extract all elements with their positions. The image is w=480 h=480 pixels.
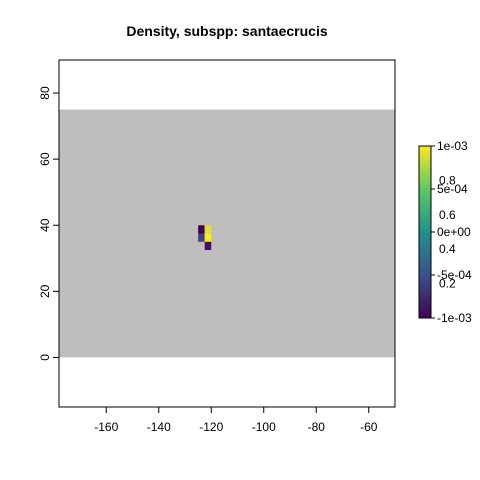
y-axis: 0 20 40 60 80 xyxy=(38,86,60,361)
colorbar-tick-label: 0.6 xyxy=(439,208,456,222)
x-tick-label: -140 xyxy=(147,420,171,434)
colorbar-tick-label: 1e-03 xyxy=(437,139,468,153)
y-tick-label: 0 xyxy=(38,354,52,361)
density-cells xyxy=(198,225,212,251)
colorbar-legend: 1e-03 5e-04 0e+00 -5e-04 -1e-03 0.8 0.6 0.4 0.2 xyxy=(418,139,472,325)
colorbar-tick-label: 5e-04 xyxy=(437,182,468,196)
x-axis: -160 -140 -120 -100 -80 -60 xyxy=(94,406,378,434)
colorbar-tick-label: -1e-03 xyxy=(437,311,472,325)
colorbar-tick-label: 0.4 xyxy=(439,242,456,256)
density-cell xyxy=(204,241,212,251)
chart-title: Density, subspp: santaecrucis xyxy=(126,23,327,39)
density-cell xyxy=(198,233,205,242)
colorbar-tick-label: -5e-04 xyxy=(437,268,472,282)
y-tick-label: 40 xyxy=(38,218,52,232)
y-tick-label: 60 xyxy=(38,152,52,166)
colorbar-tick-label: 0.2 xyxy=(439,277,456,291)
x-tick-label: -120 xyxy=(199,420,223,434)
x-tick-label: -80 xyxy=(308,420,326,434)
x-tick-label: -160 xyxy=(94,420,118,434)
x-tick-label: -60 xyxy=(360,420,378,434)
colorbar-ticks-primary: 1e-03 5e-04 0e+00 -5e-04 -1e-03 xyxy=(431,139,472,325)
y-tick-label: 20 xyxy=(38,284,52,298)
y-tick-label: 80 xyxy=(38,86,52,100)
raster-layer xyxy=(59,109,395,358)
colorbar-ticks-secondary: 0.8 0.6 0.4 0.2 xyxy=(439,173,456,290)
colorbar-tick-label: 0e+00 xyxy=(437,225,471,239)
density-cell xyxy=(198,225,205,234)
density-cell xyxy=(204,233,212,242)
raster-extent xyxy=(59,109,395,358)
colorbar-tick-label: 0.8 xyxy=(439,173,456,187)
density-cell xyxy=(204,225,212,234)
x-tick-label: -100 xyxy=(252,420,276,434)
colorbar-gradient xyxy=(418,145,432,319)
